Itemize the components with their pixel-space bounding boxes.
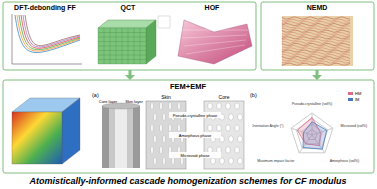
svg-text:Amorphous phase: Amorphous phase	[179, 133, 212, 138]
svg-text:(a): (a)	[92, 92, 99, 98]
svg-text:Orientation Angle (°): Orientation Angle (°)	[252, 124, 283, 128]
svg-text:Skin: Skin	[161, 94, 171, 100]
svg-text:Pseudo-crystalline (vol%): Pseudo-crystalline (vol%)	[292, 102, 333, 106]
svg-text:Microvoid phase: Microvoid phase	[180, 153, 210, 158]
svg-text:Skin layer: Skin layer	[125, 99, 143, 104]
svg-text:NEMD: NEMD	[307, 4, 328, 11]
svg-text:Amorphous (vol%): Amorphous (vol%)	[330, 159, 360, 163]
svg-text:HOF: HOF	[205, 4, 221, 11]
svg-text:Maximum impact factor: Maximum impact factor	[257, 159, 295, 163]
svg-text:Pseudo-crystalline phase: Pseudo-crystalline phase	[173, 113, 218, 118]
svg-text:HM: HM	[355, 91, 361, 96]
svg-text:IM: IM	[355, 97, 359, 102]
svg-text:Core layer: Core layer	[98, 99, 118, 104]
svg-text:QCT: QCT	[121, 4, 137, 12]
svg-text:(b): (b)	[250, 92, 257, 98]
svg-text:Core: Core	[219, 94, 230, 100]
svg-text:DFT-debonding FF: DFT-debonding FF	[14, 4, 77, 12]
svg-text:Microvoid (vol%): Microvoid (vol%)	[341, 124, 368, 128]
svg-text:Atomistically-informed cascade: Atomistically-informed cascade homogeniz…	[28, 176, 346, 186]
svg-text:FEM+EMF: FEM+EMF	[170, 82, 206, 91]
